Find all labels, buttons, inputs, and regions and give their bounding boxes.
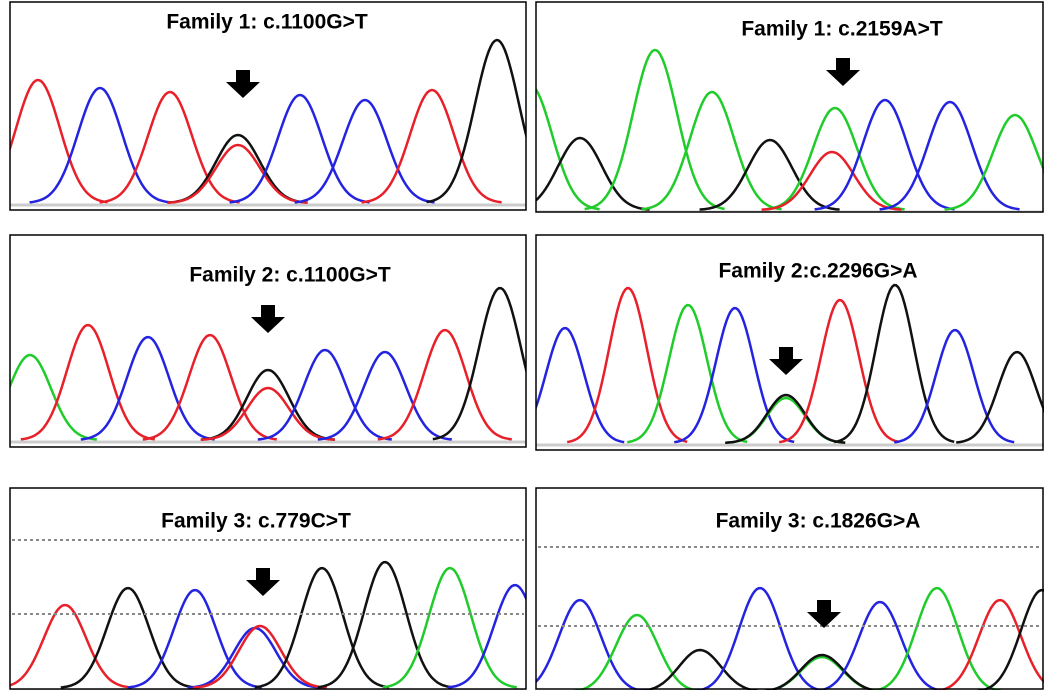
trace-peak xyxy=(383,568,517,687)
arrow xyxy=(769,347,803,375)
trace-peak xyxy=(168,145,308,203)
dotted-lines xyxy=(12,540,1042,626)
trace-peak xyxy=(693,588,827,690)
trace-peak xyxy=(815,100,955,209)
arrow xyxy=(226,70,260,98)
trace-peak xyxy=(433,288,567,439)
trace-peak xyxy=(504,328,624,442)
trace-peak xyxy=(674,308,794,442)
panel-title: Family 2: c.1100G>T xyxy=(189,264,391,287)
arrow xyxy=(246,568,280,596)
trace-peak xyxy=(700,140,840,210)
panel-frames xyxy=(10,2,1043,689)
trace-peak xyxy=(627,305,747,442)
trace-group xyxy=(0,288,567,442)
figure: Family 1: c.1100G>T Family 1: c.2159A>T … xyxy=(0,0,1044,690)
arrow xyxy=(826,58,860,86)
trace-peak xyxy=(633,650,767,690)
arrows xyxy=(226,58,860,628)
trace-peak xyxy=(362,90,502,202)
panel-title: Family 1: c.2159A>T xyxy=(741,18,943,41)
trace-peak xyxy=(378,330,512,439)
trace-peak xyxy=(0,355,97,439)
trace-peak xyxy=(755,657,889,690)
trace-peak xyxy=(201,388,335,440)
trace-peak xyxy=(460,85,600,209)
trace-peak xyxy=(834,285,954,442)
trace-peak xyxy=(567,288,687,442)
trace-group xyxy=(513,588,1044,690)
trace-peak xyxy=(255,568,389,687)
trace-peak xyxy=(21,325,155,439)
trace-peak xyxy=(725,398,845,443)
trace-peak xyxy=(61,588,195,687)
trace-peak xyxy=(765,108,905,209)
trace-peak xyxy=(295,100,435,202)
trace-peak xyxy=(585,50,725,209)
trace-peak xyxy=(894,330,1014,442)
trace-peak xyxy=(0,605,132,687)
trace-peak xyxy=(143,335,277,439)
trace-peak xyxy=(642,92,782,209)
trace-group xyxy=(0,562,582,690)
panel-title: Family 2:c.2296G>A xyxy=(718,260,917,283)
trace-peak xyxy=(30,88,170,202)
trace-group xyxy=(0,40,567,205)
arrow xyxy=(807,600,841,628)
page: Family 1: c.1100G>T Family 1: c.2159A>T … xyxy=(0,0,1044,690)
trace-peak xyxy=(81,337,215,439)
trace-peak xyxy=(201,370,335,440)
trace-peak xyxy=(870,588,1004,690)
panel-title: Family 3: c.779C>T xyxy=(161,510,351,533)
trace-peak xyxy=(762,152,902,210)
arrow xyxy=(251,305,285,333)
trace-peak xyxy=(427,40,567,202)
trace-peak xyxy=(513,600,647,690)
trace-peak xyxy=(880,102,1020,209)
panel-title: Family 1: c.1100G>T xyxy=(166,11,368,34)
trace-peak xyxy=(755,655,889,690)
traces xyxy=(0,40,1044,690)
trace-peak xyxy=(956,352,1044,442)
trace-group xyxy=(504,285,1044,445)
trace-peak xyxy=(100,92,240,202)
trace-peak xyxy=(725,395,845,443)
trace-peak xyxy=(230,95,370,202)
panel-title: Family 3: c.1826G>A xyxy=(716,510,921,533)
trace-peak xyxy=(318,562,452,687)
trace-peak xyxy=(975,590,1044,690)
trace-group xyxy=(460,50,1044,212)
